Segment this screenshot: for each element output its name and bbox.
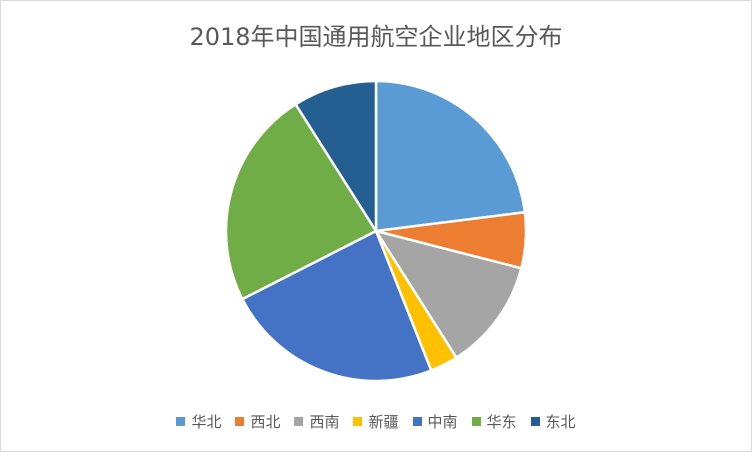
pie-slice-3 xyxy=(374,229,523,359)
legend-label: 西南 xyxy=(309,413,340,431)
legend-item-2: 西北 xyxy=(235,411,280,432)
legend-swatch xyxy=(412,417,422,426)
legend-label: 西北 xyxy=(250,413,281,431)
chart-title: 2018年中国通用航空企业地区分布 xyxy=(189,23,563,51)
legend-label: 东北 xyxy=(545,413,576,431)
legend-label: 华东 xyxy=(486,413,517,431)
legend-swatch xyxy=(471,417,481,426)
legend-label: 中南 xyxy=(427,413,458,431)
legend-swatch xyxy=(176,417,186,426)
legend-swatch xyxy=(353,417,363,426)
legend-item-5: 中南 xyxy=(412,411,458,432)
legend-item-3: 西南 xyxy=(294,411,339,432)
legend-item-7: 东北 xyxy=(530,411,576,432)
legend-item-6: 华东 xyxy=(471,411,517,432)
pie-slice-5 xyxy=(241,229,433,383)
legend-label: 新疆 xyxy=(368,413,399,431)
legend-swatch xyxy=(530,417,540,426)
legend: 华北 西北 西南 新疆 中南 华东 东北 xyxy=(1,411,751,432)
pie-slice-1 xyxy=(374,79,527,233)
legend-swatch xyxy=(235,417,245,426)
legend-label: 华北 xyxy=(191,413,222,431)
legend-item-1: 华北 xyxy=(176,411,221,432)
pie-slice-6 xyxy=(224,103,378,301)
pie-slice-7 xyxy=(294,79,378,233)
legend-swatch xyxy=(294,417,304,426)
legend-item-4: 新疆 xyxy=(353,411,399,432)
